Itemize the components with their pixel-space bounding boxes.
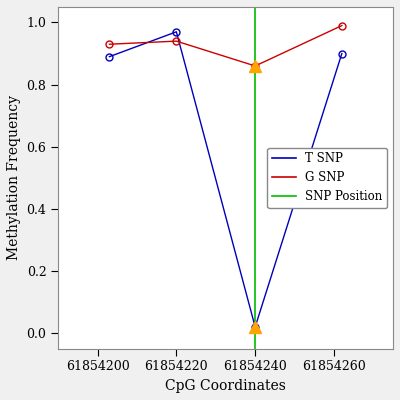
Legend: T SNP, G SNP, SNP Position: T SNP, G SNP, SNP Position bbox=[268, 148, 387, 208]
X-axis label: CpG Coordinates: CpG Coordinates bbox=[165, 379, 286, 393]
Y-axis label: Methylation Frequency: Methylation Frequency bbox=[7, 95, 21, 260]
